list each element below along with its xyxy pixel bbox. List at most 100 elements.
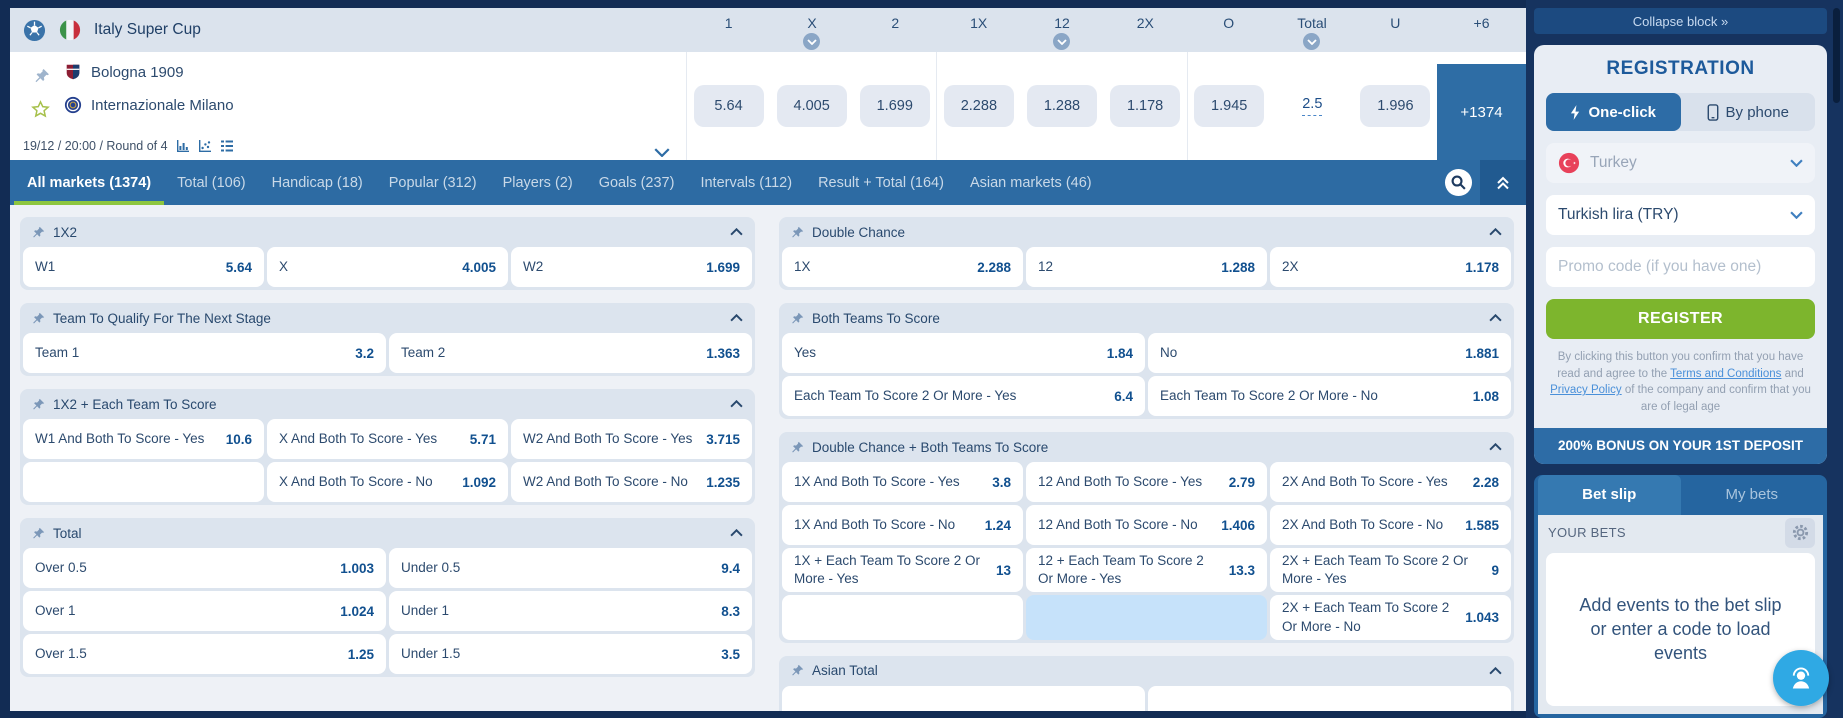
odds-button[interactable]: 1.699 — [859, 85, 930, 127]
market-tab-all-markets-1374[interactable]: All markets (1374) — [14, 160, 165, 205]
chevron-up-icon[interactable] — [730, 400, 743, 408]
market-section-header[interactable]: Both Teams To Score — [779, 303, 1514, 333]
chevron-up-icon[interactable] — [730, 228, 743, 236]
market-outcome[interactable]: 2X And Both To Score - Yes 2.28 — [1270, 462, 1511, 502]
market-tab-handicap-18[interactable]: Handicap (18) — [271, 174, 363, 191]
chevron-up-icon[interactable] — [1489, 443, 1502, 451]
market-tab-result-total-164[interactable]: Result + Total (164) — [818, 174, 944, 191]
column-sort-chevron-icon[interactable] — [1053, 33, 1071, 50]
odds-button[interactable]: 4.005 — [776, 85, 847, 127]
star-icon[interactable] — [31, 100, 50, 119]
market-outcome[interactable]: Team 1 3.2 — [23, 333, 386, 373]
market-outcome[interactable]: 1X And Both To Score - No 1.24 — [782, 505, 1023, 545]
market-outcome[interactable]: No 1.881 — [1148, 333, 1511, 373]
pushpin-icon[interactable] — [32, 226, 45, 239]
currency-select[interactable]: Turkish lira (TRY) — [1546, 195, 1815, 235]
market-outcome[interactable] — [782, 685, 1145, 711]
market-outcome[interactable]: Under 1.5 3.5 — [389, 634, 752, 674]
collapse-block-button[interactable]: Collapse block » — [1534, 8, 1827, 34]
gear-icon[interactable] — [1785, 517, 1815, 548]
market-outcome[interactable]: 12 + Each Team To Score 2 Or More - Yes 1… — [1026, 548, 1267, 593]
country-select[interactable]: Turkey — [1546, 143, 1815, 183]
market-outcome[interactable]: 2X + Each Team To Score 2 Or More - Yes 9 — [1270, 548, 1511, 593]
market-section-header[interactable]: Team To Qualify For The Next Stage — [20, 303, 755, 333]
market-outcome[interactable]: W2 And Both To Score - No 1.235 — [511, 462, 752, 502]
chevron-down-icon[interactable] — [654, 148, 670, 157]
tab-bet-slip[interactable]: Bet slip — [1538, 474, 1681, 515]
chevron-up-icon[interactable] — [730, 314, 743, 322]
sidebar-scrollbar[interactable] — [1833, 8, 1840, 103]
support-chat-icon[interactable] — [1773, 650, 1829, 706]
market-outcome[interactable]: 1X 2.288 — [782, 247, 1023, 287]
privacy-policy-link[interactable]: Privacy Policy — [1550, 384, 1622, 397]
chevron-up-icon[interactable] — [1489, 666, 1502, 675]
tab-my-bets[interactable]: My bets — [1725, 486, 1778, 504]
market-section-header[interactable]: 1X2 — [20, 217, 755, 247]
market-outcome[interactable]: X And Both To Score - No 1.092 — [267, 462, 508, 502]
market-outcome[interactable]: Yes 1.84 — [782, 333, 1145, 373]
tab-one-click[interactable]: One-click — [1546, 93, 1681, 131]
pushpin-icon[interactable] — [32, 398, 45, 411]
pushpin-icon[interactable] — [34, 68, 50, 84]
odds-button[interactable]: 5.64 — [693, 85, 764, 127]
market-tab-goals-237[interactable]: Goals (237) — [598, 174, 675, 191]
market-section-header[interactable]: 1X2 + Each Team To Score — [20, 389, 755, 419]
market-outcome[interactable]: W2 1.699 — [511, 247, 752, 287]
register-button[interactable]: REGISTER — [1546, 299, 1815, 339]
market-outcome[interactable]: 12 And Both To Score - Yes 2.79 — [1026, 462, 1267, 502]
market-section-header[interactable]: Double Chance + Both Teams To Score — [779, 432, 1514, 462]
chevron-up-icon[interactable] — [1489, 228, 1502, 236]
promo-code-input[interactable] — [1546, 247, 1815, 287]
market-outcome[interactable]: 1X + Each Team To Score 2 Or More - Yes 1… — [782, 548, 1023, 593]
market-tab-popular-312[interactable]: Popular (312) — [388, 174, 477, 191]
bar-chart-icon[interactable] — [176, 139, 190, 153]
bonus-banner[interactable]: 200% BONUS ON YOUR 1ST DEPOSIT — [1534, 427, 1827, 464]
lineup-list-icon[interactable] — [220, 139, 234, 153]
pushpin-icon[interactable] — [791, 226, 804, 239]
team2-row[interactable]: Internazionale Milano — [64, 96, 234, 114]
terms-and-conditions-link[interactable]: Terms and Conditions — [1670, 367, 1782, 380]
column-sort-chevron-icon[interactable] — [803, 33, 821, 50]
market-outcome[interactable]: 2X 1.178 — [1270, 247, 1511, 287]
market-section-header[interactable]: Total — [20, 518, 755, 548]
market-outcome[interactable]: 1X And Both To Score - Yes 3.8 — [782, 462, 1023, 502]
market-section-header[interactable]: Double Chance — [779, 217, 1514, 247]
search-icon[interactable] — [1436, 160, 1480, 205]
market-outcome[interactable]: Team 2 1.363 — [389, 333, 752, 373]
tab-by-phone[interactable]: By phone — [1681, 93, 1816, 131]
market-outcome[interactable]: 12 And Both To Score - No 1.406 — [1026, 505, 1267, 545]
pushpin-icon[interactable] — [32, 527, 45, 540]
more-markets-button[interactable]: +1374 — [1437, 64, 1526, 160]
total-line-value[interactable]: 2.5 — [1302, 96, 1323, 116]
chevron-up-icon[interactable] — [730, 529, 743, 537]
market-outcome[interactable]: Each Team To Score 2 Or More - Yes 6.4 — [782, 376, 1145, 416]
team1-row[interactable]: Bologna 1909 — [64, 63, 184, 81]
double-chevron-up-icon[interactable] — [1480, 160, 1526, 205]
market-outcome[interactable]: 2X And Both To Score - No 1.585 — [1270, 505, 1511, 545]
odds-button[interactable]: 1.178 — [1110, 85, 1181, 127]
market-outcome[interactable]: Under 0.5 9.4 — [389, 548, 752, 588]
market-outcome[interactable]: W1 5.64 — [23, 247, 264, 287]
market-tab-asian-markets-46[interactable]: Asian markets (46) — [969, 174, 1092, 191]
market-outcome[interactable]: Over 0.5 1.003 — [23, 548, 386, 588]
market-outcome[interactable]: Under 1 8.3 — [389, 591, 752, 631]
pushpin-icon[interactable] — [32, 312, 45, 325]
market-outcome[interactable]: 2X + Each Team To Score 2 Or More - No 1.… — [1270, 595, 1511, 640]
market-outcome[interactable]: X 4.005 — [267, 247, 508, 287]
column-sort-chevron-icon[interactable] — [1303, 33, 1321, 50]
market-outcome[interactable]: Over 1 1.024 — [23, 591, 386, 631]
odds-button[interactable]: 1.288 — [1026, 85, 1097, 127]
market-outcome[interactable]: W1 And Both To Score - Yes 10.6 — [23, 419, 264, 459]
market-tab-total-106[interactable]: Total (106) — [177, 174, 246, 191]
chevron-up-icon[interactable] — [1489, 314, 1502, 322]
market-outcome[interactable]: Over 1.5 1.25 — [23, 634, 386, 674]
market-tab-intervals-112[interactable]: Intervals (112) — [700, 174, 793, 191]
market-outcome[interactable]: 12 1.288 — [1026, 247, 1267, 287]
market-outcome[interactable] — [1148, 685, 1511, 711]
odds-button[interactable]: 2.288 — [943, 85, 1014, 127]
pushpin-icon[interactable] — [791, 664, 804, 677]
pushpin-icon[interactable] — [791, 441, 804, 454]
market-outcome[interactable]: Each Team To Score 2 Or More - No 1.08 — [1148, 376, 1511, 416]
odds-button[interactable]: 1.996 — [1360, 85, 1431, 127]
market-outcome[interactable]: W2 And Both To Score - Yes 3.715 — [511, 419, 752, 459]
